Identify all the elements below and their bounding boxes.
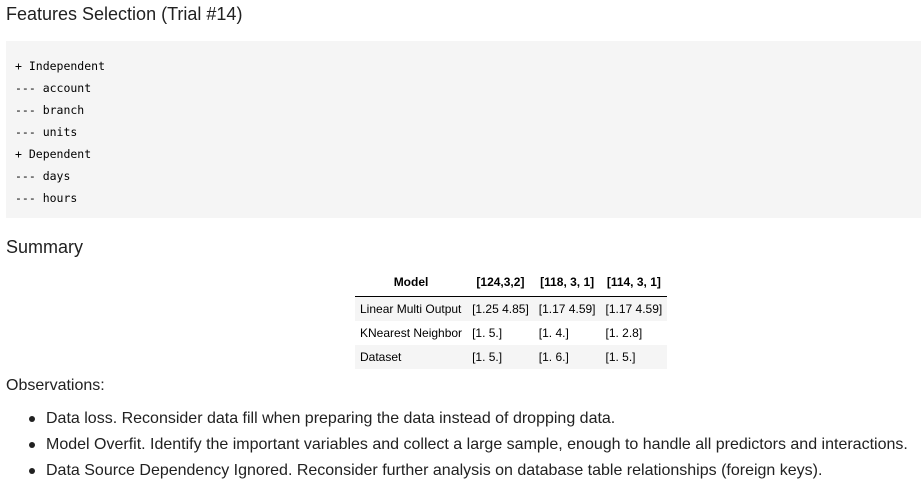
bullet-icon bbox=[29, 442, 35, 448]
bullet-icon bbox=[29, 468, 35, 474]
feature-line-branch: --- branch bbox=[15, 103, 85, 117]
table-row: KNearest Neighbor [1. 5.] [1. 4.] [1. 2.… bbox=[355, 321, 667, 345]
feature-line-days: --- days bbox=[15, 169, 71, 183]
feature-line-units: --- units bbox=[15, 125, 78, 139]
list-item: Data Source Dependency Ignored. Reconsid… bbox=[29, 458, 908, 484]
table-cell: KNearest Neighbor bbox=[360, 326, 463, 340]
list-item: Model Overfit. Identify the important va… bbox=[29, 432, 908, 458]
feature-line-hours: --- hours bbox=[15, 191, 78, 205]
observations-list: Data loss. Reconsider data fill when pre… bbox=[0, 406, 908, 484]
table-cell: Dataset bbox=[355, 345, 468, 369]
list-item: Data loss. Reconsider data fill when pre… bbox=[29, 406, 908, 432]
observations-title: Observations: bbox=[6, 377, 105, 394]
bullet-icon bbox=[29, 416, 35, 422]
table-cell: [1. 5.] bbox=[467, 345, 534, 369]
column-header: Model bbox=[355, 270, 468, 297]
column-header: [124,3,2] bbox=[467, 270, 534, 297]
observation-text: Data loss. Reconsider data fill when pre… bbox=[46, 410, 616, 427]
table-row: Dataset [1. 5.] [1. 6.] [1. 5.] bbox=[355, 345, 668, 369]
column-header: [118, 3, 1] bbox=[533, 270, 601, 297]
feature-line-account: --- account bbox=[15, 81, 92, 95]
feature-line-dependent: + Dependent bbox=[15, 147, 92, 161]
features-code-block: + Independent --- account --- branch --- un… bbox=[6, 41, 921, 218]
table-cell: [1. 5.] bbox=[600, 345, 668, 369]
summary-table: Model [124,3,2] [118, 3, 1] [114, 3, 1] … bbox=[355, 270, 668, 369]
observation-text: Data Source Dependency Ignored. Reconsid… bbox=[46, 462, 823, 479]
table-cell: Linear Multi Output bbox=[355, 296, 468, 321]
table-header-row: Model [124,3,2] [118, 3, 1] [114, 3, 1] bbox=[355, 270, 668, 297]
table-cell: [1.17 4.59] bbox=[533, 296, 601, 321]
table-row: Linear Multi Output [1.25 4.85] [1.17 4.… bbox=[355, 296, 668, 321]
table-cell: [1. 5.] bbox=[472, 326, 503, 340]
summary-title: Summary bbox=[6, 237, 84, 257]
table-cell: [1. 4.] bbox=[538, 326, 569, 340]
table-cell: [1. 2.8] bbox=[605, 326, 643, 340]
table-cell: [1. 6.] bbox=[533, 345, 601, 369]
table-cell: [1.25 4.85] bbox=[467, 296, 534, 321]
feature-line-independent: + Independent bbox=[15, 59, 106, 73]
column-header: [114, 3, 1] bbox=[600, 270, 668, 297]
page-title: Features Selection (Trial #14) bbox=[6, 4, 243, 24]
table-cell: [1.17 4.59] bbox=[600, 296, 668, 321]
observation-text: Model Overfit. Identify the important va… bbox=[46, 436, 908, 453]
